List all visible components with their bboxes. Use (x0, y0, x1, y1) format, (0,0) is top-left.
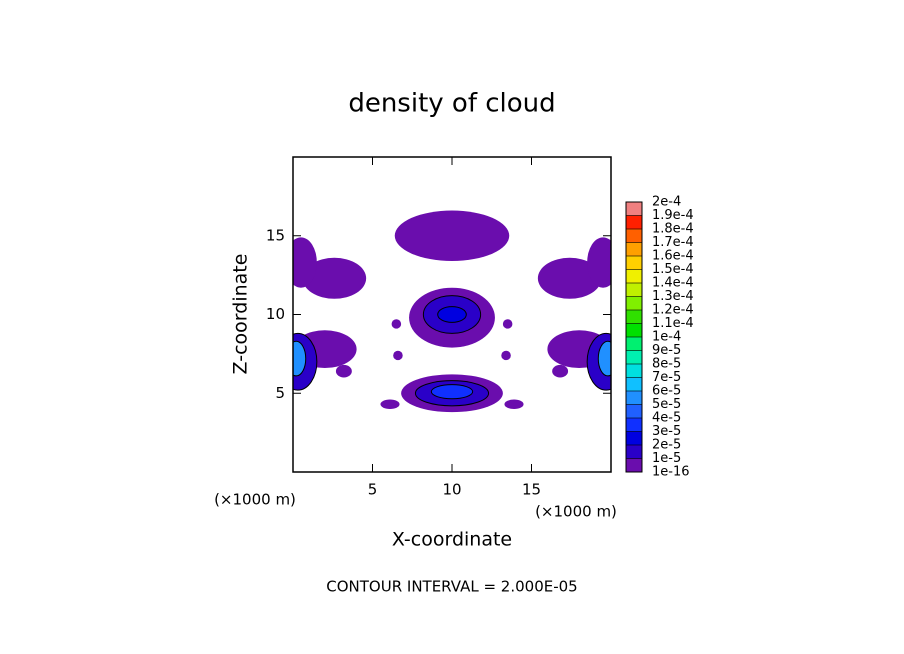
colorbar-swatch (626, 445, 642, 459)
colorbar-swatch (626, 202, 642, 216)
colorbar-label: 1e-4 (652, 330, 681, 345)
chart-title: density of cloud (348, 89, 555, 119)
contour-region (537, 257, 602, 299)
colorbar-label: 5e-5 (652, 397, 681, 412)
colorbar-swatch (626, 283, 642, 297)
x-unit: (×1000 m) (535, 503, 617, 521)
colorbar-swatch (626, 256, 642, 270)
field (293, 210, 611, 413)
colorbar-label: 9e-5 (652, 343, 681, 358)
colorbar-swatch (626, 391, 642, 405)
contour-region (293, 237, 317, 288)
contour-region (302, 257, 367, 299)
y-tick-label: 10 (266, 305, 285, 323)
contour-region (587, 237, 611, 288)
contour-region (502, 319, 513, 329)
contour-region (501, 350, 511, 361)
colorbar-swatch (626, 229, 642, 243)
y-tick-label: 15 (266, 226, 285, 244)
colorbar-label: 2e-4 (652, 195, 681, 210)
colorbar-swatch (626, 242, 642, 256)
colorbar-label: 1.1e-4 (652, 316, 694, 331)
x-axis-label: X-coordinate (392, 529, 512, 551)
colorbar-swatch (626, 418, 642, 432)
colorbar-label: 8e-5 (652, 357, 681, 372)
colorbar-swatch (626, 323, 642, 337)
colorbar-label: 1.2e-4 (652, 303, 694, 318)
x-tick-label: 5 (368, 481, 378, 499)
colorbar-label: 1.4e-4 (652, 276, 694, 291)
y-tick-label: 5 (275, 384, 285, 402)
contour-region (430, 384, 474, 400)
colorbar-swatch (626, 364, 642, 378)
contour-region (597, 340, 611, 377)
colorbar-label: 1.5e-4 (652, 262, 694, 277)
colorbar-swatch (626, 337, 642, 351)
x-tick-label: 10 (442, 481, 461, 499)
contour-region (504, 399, 524, 409)
x-tick-label: 15 (522, 481, 541, 499)
colorbar-label: 4e-5 (652, 411, 681, 426)
colorbar-swatch (626, 269, 642, 283)
colorbar-swatch (626, 404, 642, 418)
contour-region (293, 340, 307, 377)
colorbar-label: 2e-5 (652, 438, 681, 453)
colorbar-swatch (626, 431, 642, 445)
colorbar-label: 1.6e-4 (652, 249, 694, 264)
colorbar-swatch (626, 350, 642, 364)
contour-region (391, 319, 402, 329)
colorbar-label: 1.8e-4 (652, 222, 694, 237)
contour-region (437, 306, 467, 323)
colorbar-label: 7e-5 (652, 370, 681, 385)
contour-region (552, 364, 569, 378)
colorbar-swatch (626, 310, 642, 324)
colorbar-label: 1.7e-4 (652, 235, 694, 250)
contour-note: CONTOUR INTERVAL = 2.000E-05 (326, 578, 577, 596)
contour-region (380, 399, 400, 409)
colorbar-label: 1e-16 (652, 465, 690, 480)
colorbar-label: 1.9e-4 (652, 208, 694, 223)
colorbar-label: 1.3e-4 (652, 289, 694, 304)
colorbar-swatch (626, 377, 642, 391)
contour-region (335, 364, 352, 378)
colorbar-swatch (626, 458, 642, 472)
y-unit: (×1000 m) (214, 491, 296, 509)
y-axis-label: Z-coordinate (230, 254, 252, 375)
colorbar-label: 3e-5 (652, 424, 681, 439)
colorbar-label: 6e-5 (652, 384, 681, 399)
contour-region (393, 350, 403, 361)
colorbar-swatch (626, 296, 642, 310)
contour-region (394, 210, 510, 261)
colorbar-swatch (626, 215, 642, 229)
colorbar-label: 1e-5 (652, 451, 681, 466)
